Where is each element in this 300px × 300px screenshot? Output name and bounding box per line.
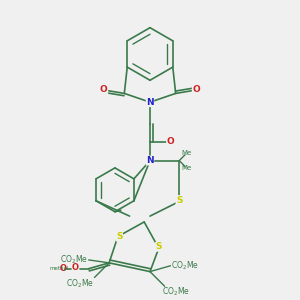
Text: $\mathregular{CO_2Me}$: $\mathregular{CO_2Me}$ [66,277,94,290]
Text: Me: Me [182,165,192,171]
Text: O: O [100,85,108,94]
Text: S: S [155,242,162,251]
Text: O: O [167,137,174,146]
Text: methyl: methyl [49,266,68,271]
Text: $\mathregular{CO_2Me}$: $\mathregular{CO_2Me}$ [171,260,199,272]
Text: O: O [192,85,200,94]
Text: S: S [176,196,182,205]
Text: N: N [146,156,154,165]
Text: O: O [72,263,79,272]
Text: $\mathregular{CO_2Me}$: $\mathregular{CO_2Me}$ [60,254,88,266]
Text: $\mathregular{CO_2Me}$: $\mathregular{CO_2Me}$ [162,286,190,298]
Text: S: S [116,232,123,241]
Text: Me: Me [182,150,192,156]
Text: N: N [146,98,154,107]
Text: O: O [59,264,66,273]
